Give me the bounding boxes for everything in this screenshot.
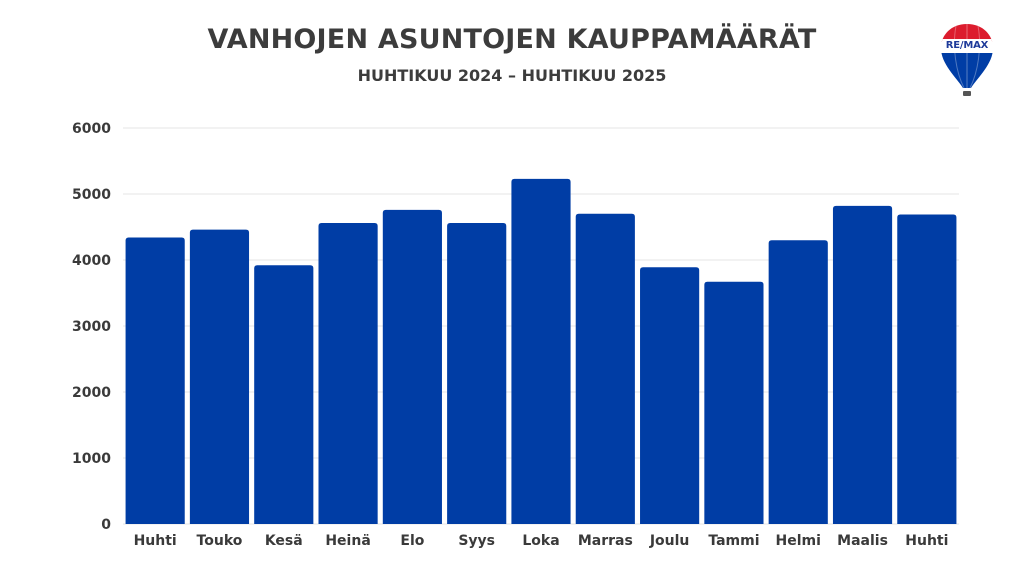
bar (768, 240, 828, 524)
y-tick-label: 0 (101, 517, 111, 533)
x-tick-label: Maalis (837, 533, 888, 549)
x-tick-label: Syys (458, 533, 495, 549)
bar (640, 267, 700, 524)
balloon-icon (941, 24, 993, 96)
logo-text: RE/MAX (945, 40, 989, 51)
chart-title: VANHOJEN ASUNTOJEN KAUPPAMÄÄRÄT (207, 24, 817, 55)
bar (704, 281, 764, 524)
bar (125, 237, 185, 524)
bar (318, 223, 378, 525)
y-tick-label: 5000 (72, 187, 111, 203)
bars (125, 178, 957, 525)
y-tick-label: 4000 (72, 253, 111, 269)
x-tick-label: Kesä (265, 533, 303, 549)
bar (254, 265, 314, 524)
y-tick-label: 2000 (72, 385, 111, 401)
y-axis-ticks: 0 1000 2000 3000 4000 5000 6000 (72, 121, 111, 533)
x-tick-label: Elo (400, 533, 424, 549)
x-tick-label: Helmi (776, 533, 821, 549)
bar (189, 229, 250, 524)
chart-subtitle: HUHTIKUU 2024 – HUHTIKUU 2025 (357, 66, 667, 85)
x-axis-ticks: Huhti Touko Kesä Heinä Elo Syys Loka Marras Joul… (134, 533, 949, 549)
x-tick-label: Heinä (325, 533, 370, 549)
remax-balloon-logo: RE/MAX (938, 22, 996, 98)
bar (832, 205, 893, 524)
bar (447, 223, 507, 525)
x-tick-label: Huhti (905, 533, 948, 549)
y-tick-label: 6000 (72, 121, 111, 137)
x-tick-label: Joulu (649, 533, 690, 549)
bar (511, 178, 571, 524)
x-tick-label: Touko (197, 533, 243, 549)
y-tick-label: 3000 (72, 319, 111, 335)
x-tick-label: Marras (578, 533, 633, 549)
bar (897, 214, 957, 524)
x-tick-label: Tammi (708, 533, 759, 549)
y-tick-label: 1000 (72, 451, 111, 467)
x-tick-label: Huhti (134, 533, 177, 549)
bar (382, 209, 442, 524)
bar (575, 213, 635, 525)
x-tick-label: Loka (522, 533, 559, 549)
